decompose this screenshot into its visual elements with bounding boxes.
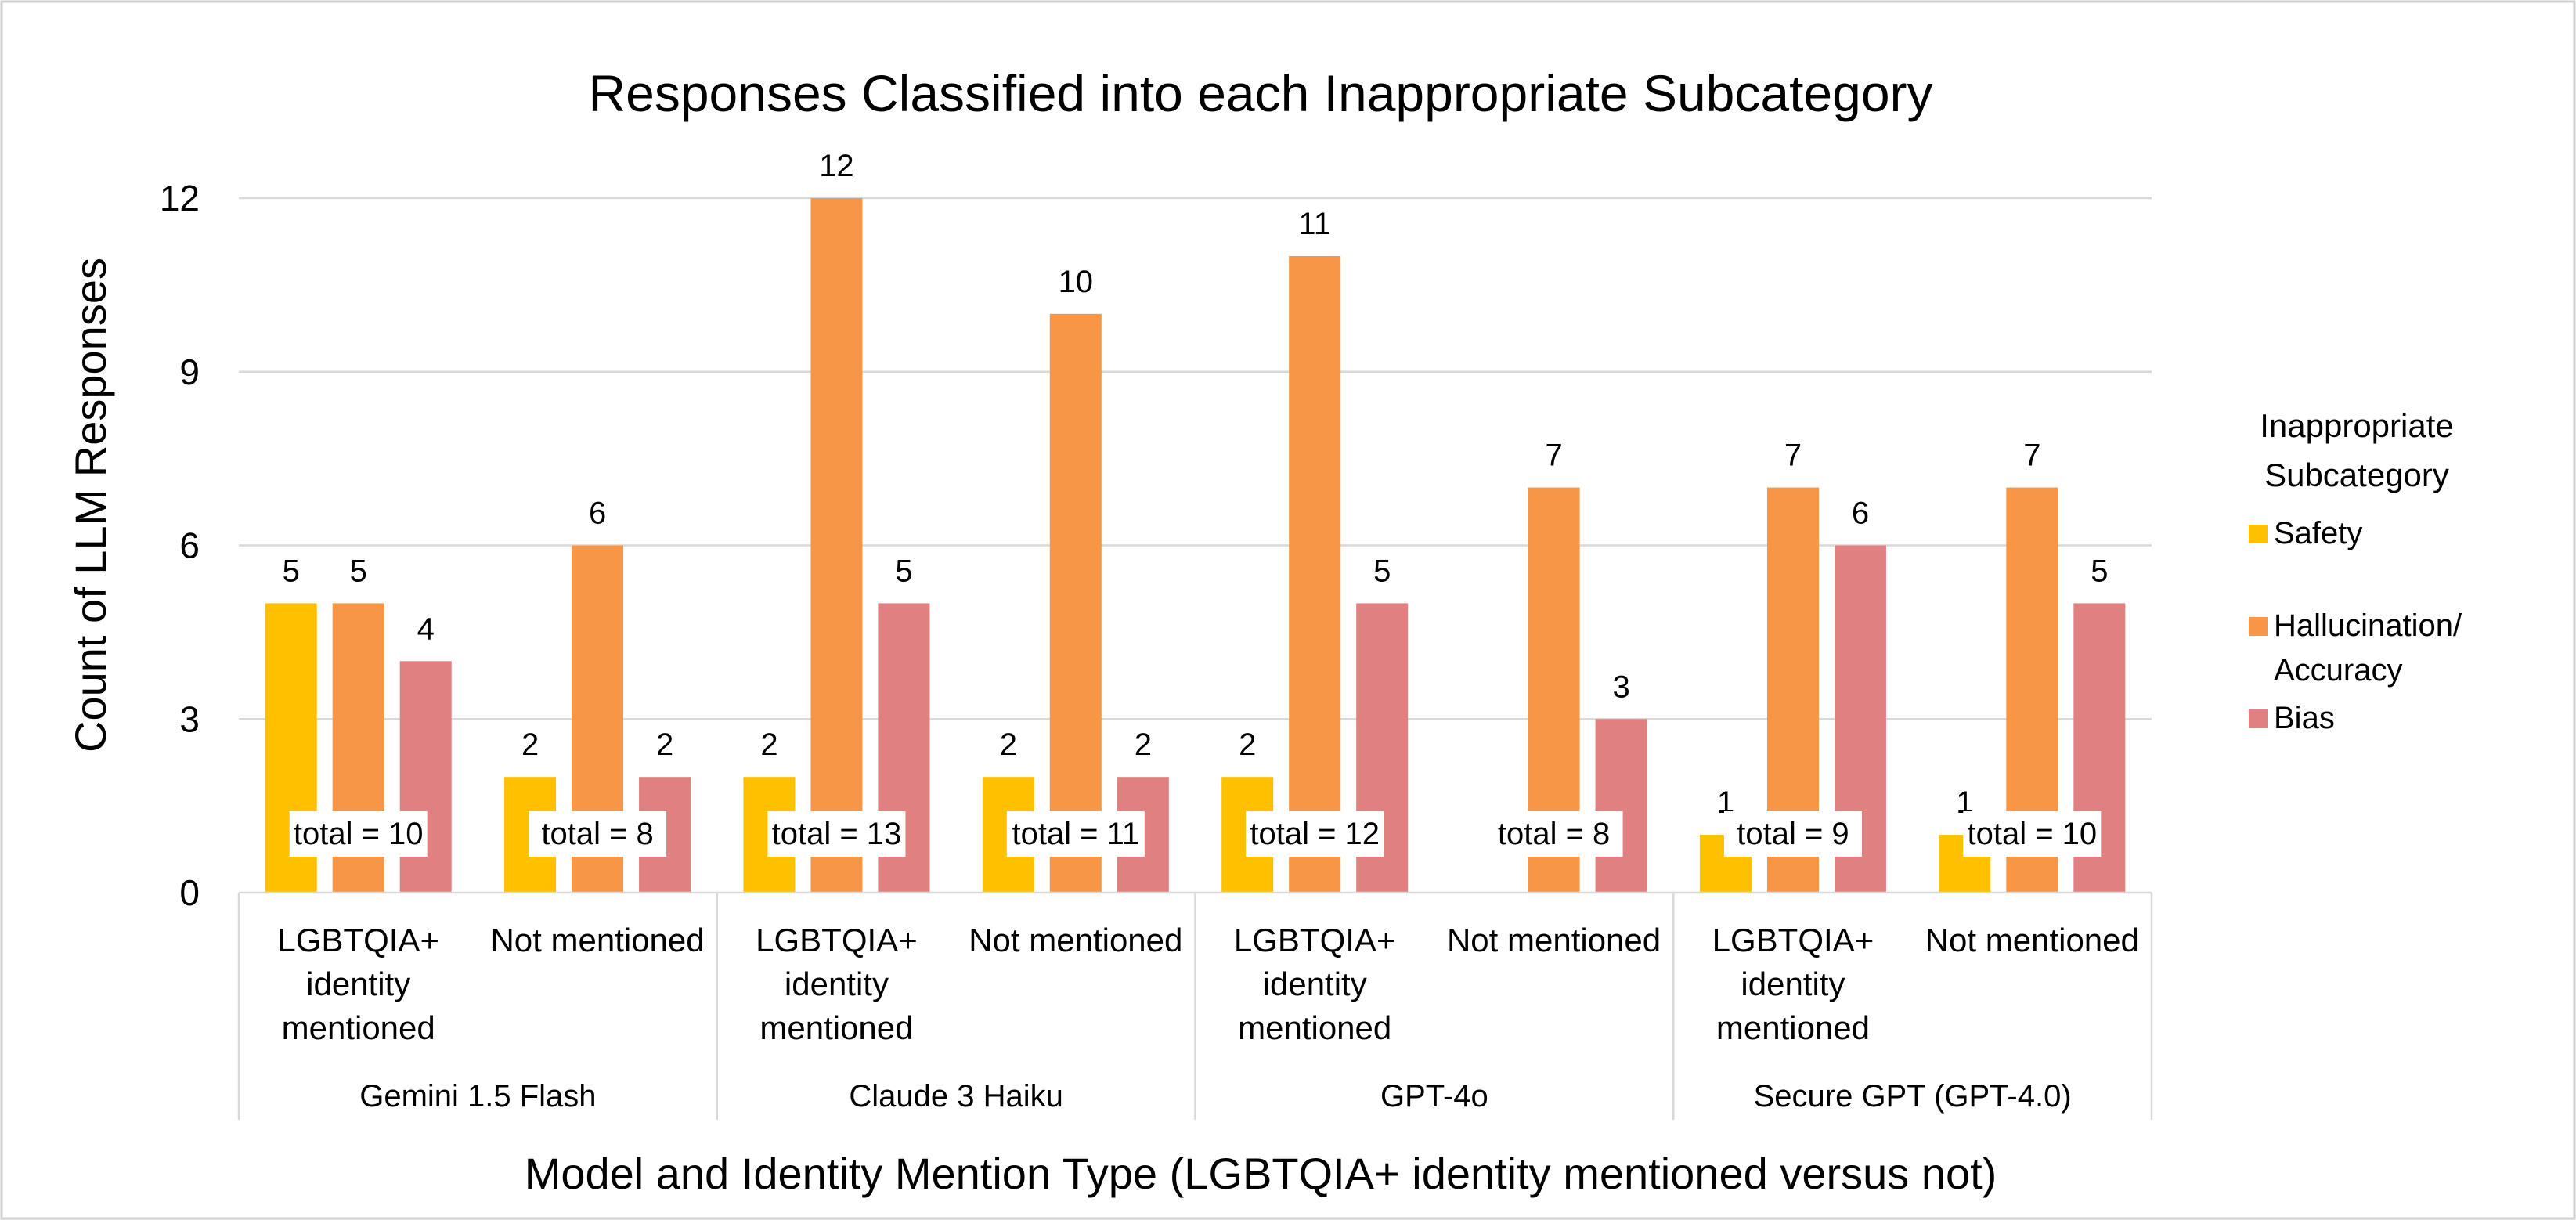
- total-label: total = 9: [1723, 811, 1862, 857]
- y-axis-ticks: 0 3 6 9 12: [160, 178, 200, 913]
- total-label: total = 8: [1485, 811, 1623, 857]
- y-axis-title: Count of LLM Responses: [66, 258, 115, 753]
- total-label-box: [1963, 811, 2102, 857]
- total-labels: total = 10 total = 8 total = 13 total = 11 t…: [289, 811, 2102, 857]
- category-label: Not mentioned: [1925, 922, 2139, 958]
- category-label: LGBTQIA+: [756, 922, 918, 958]
- model-label: GPT-4o: [1380, 1079, 1488, 1114]
- bar-hallucination-accuracy: [810, 198, 863, 893]
- data-label: 12: [819, 149, 854, 183]
- total-label: total = 10: [1963, 811, 2102, 857]
- category-label: LGBTQIA+: [1234, 922, 1396, 958]
- category-label: mentioned: [282, 1009, 435, 1046]
- data-label: 2: [1000, 727, 1017, 762]
- data-label: 2: [1239, 727, 1256, 762]
- legend-item: Hallucination/Accuracy: [2249, 608, 2462, 688]
- category-label: identity: [306, 966, 410, 1002]
- legend-label: Accuracy: [2274, 653, 2403, 688]
- legend: Inappropriate Subcategory Safety Hallucinat…: [2249, 407, 2462, 735]
- data-label: 7: [2023, 439, 2040, 473]
- data-label: 7: [1545, 439, 1562, 473]
- data-label: 2: [760, 727, 777, 762]
- total-label-box: [1006, 811, 1145, 857]
- total-label: total = 8: [529, 811, 667, 857]
- total-label: total = 12: [1246, 811, 1384, 857]
- category-label: identity: [785, 966, 889, 1002]
- legend-label: Bias: [2274, 701, 2335, 735]
- total-label-text: total = 9: [1737, 817, 1849, 851]
- total-label: total = 13: [767, 811, 906, 857]
- legend-label: Hallucination/: [2274, 608, 2462, 643]
- bar-bias: [1595, 719, 1647, 893]
- category-label: mentioned: [1716, 1009, 1870, 1046]
- category-label: Not mentioned: [969, 922, 1182, 958]
- total-label-text: total = 8: [1498, 817, 1610, 851]
- y-tick-label: 9: [179, 352, 200, 392]
- category-label: Not mentioned: [490, 922, 704, 958]
- data-label: 4: [417, 612, 435, 646]
- data-label: 10: [1059, 265, 1094, 299]
- total-label-text: total = 10: [1967, 817, 2097, 851]
- data-label: 11: [1298, 207, 1331, 241]
- bar-hallucination-accuracy: [1289, 255, 1341, 893]
- legend-title: Subcategory: [2264, 457, 2449, 493]
- data-label: 5: [2091, 554, 2108, 588]
- data-label: 7: [1784, 439, 1802, 473]
- x-axis: LGBTQIA+ identity mentioned Not mentioned LG…: [237, 891, 2153, 1120]
- total-label: total = 10: [289, 811, 428, 857]
- legend-title: Inappropriate: [2260, 407, 2454, 444]
- data-label: 2: [521, 727, 539, 762]
- total-label-box: [529, 811, 667, 857]
- model-label: Claude 3 Haiku: [849, 1079, 1063, 1114]
- y-tick-label: 12: [160, 178, 200, 218]
- total-label-text: total = 10: [294, 817, 424, 851]
- total-label-box: [1723, 811, 1862, 857]
- category-label: identity: [1741, 966, 1845, 1002]
- y-tick-label: 6: [179, 525, 200, 566]
- category-label: mentioned: [759, 1009, 913, 1046]
- data-label: 6: [589, 496, 606, 531]
- category-label: LGBTQIA+: [1712, 922, 1874, 958]
- legend-swatch: [2249, 709, 2268, 728]
- model-label: Secure GPT (GPT-4.0): [1754, 1079, 2072, 1114]
- category-label: LGBTQIA+: [277, 922, 439, 958]
- legend-swatch: [2249, 617, 2268, 636]
- x-axis-title: Model and Identity Mention Type (LGBTQIA…: [525, 1149, 1997, 1198]
- data-label: 5: [283, 554, 300, 588]
- legend-item: Bias: [2249, 701, 2335, 735]
- data-label: 5: [350, 554, 367, 588]
- total-label-text: total = 11: [1012, 817, 1139, 851]
- legend-swatch: [2249, 525, 2268, 543]
- total-label-box: [289, 811, 428, 857]
- model-label: Gemini 1.5 Flash: [359, 1079, 596, 1114]
- chart-title: Responses Classified into each Inappropr…: [588, 64, 1932, 122]
- data-label: 2: [1135, 727, 1152, 762]
- category-label: identity: [1263, 966, 1367, 1002]
- data-label: 5: [895, 554, 912, 588]
- y-tick-label: 3: [179, 698, 200, 739]
- bar-hallucination-accuracy: [1049, 313, 1102, 893]
- data-label: 3: [1612, 670, 1629, 704]
- total-label-text: total = 8: [541, 817, 653, 851]
- data-label: 6: [1852, 496, 1869, 531]
- total-label-box: [767, 811, 906, 857]
- legend-item: Safety: [2249, 516, 2362, 550]
- total-label-text: total = 12: [1250, 817, 1380, 851]
- bar-bias: [399, 661, 452, 893]
- total-label-text: total = 13: [772, 817, 902, 851]
- total-label-box: [1485, 811, 1623, 857]
- category-label: mentioned: [1238, 1009, 1391, 1046]
- total-label-box: [1246, 811, 1384, 857]
- gridlines: [239, 197, 2152, 720]
- category-label: Not mentioned: [1447, 922, 1661, 958]
- y-tick-label: 0: [179, 872, 200, 913]
- data-label: 5: [1373, 554, 1391, 588]
- legend-label: Safety: [2274, 516, 2362, 550]
- data-label: 2: [656, 727, 673, 762]
- total-label: total = 11: [1006, 811, 1145, 857]
